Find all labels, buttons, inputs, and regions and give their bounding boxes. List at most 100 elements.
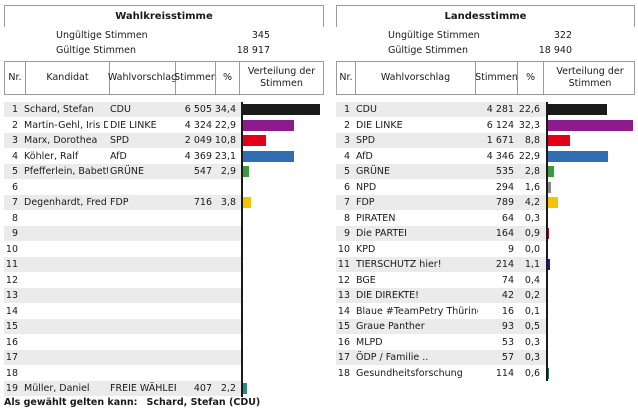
row-percent: 0,9 [524,228,540,239]
table-row: 16 MLPD 53 0,3 [336,335,547,350]
row-percent: 34,4 [214,104,236,115]
row-votes [174,180,212,195]
table-row: 5 Pfefferlein, Babett GRÜNE 547 2,9 [4,164,242,179]
header-verteilung: Verteilung der Stimmen [239,62,323,94]
header-stimmen: Stimmen [174,62,217,94]
vote-share-bar [547,197,559,208]
table-row: 6 NPD 294 1,6 [336,180,547,195]
row-nr: 12 [337,274,350,286]
row-candidate [24,180,108,195]
row-nr: 7 [11,197,18,208]
valid-votes-value: 18 917 [236,45,270,56]
bar-axis [546,102,548,381]
row-votes [174,242,212,257]
table-row: 9 Die PARTEI 164 0,9 [336,226,547,241]
row-percent: 22,6 [518,104,540,115]
row-party: Die PARTEI [356,228,407,239]
row-nr: 5 [11,166,18,177]
row-votes: 2 049 [184,135,212,146]
row-candidate: Schard, Stefan [24,104,94,115]
table-row: 2 DIE LINKE 6 124 32,3 [336,118,547,133]
row-nr: 1 [11,104,18,115]
row-percent [212,273,236,288]
row-percent [212,288,236,303]
elected-note: Als gewählt gelten kann: Schard, Stefan … [4,397,260,408]
row-nr: 13 [337,290,350,301]
table-row: 11 [4,257,242,272]
table-row: 13 [4,288,242,303]
row-votes [174,257,212,272]
row-percent: 8,8 [524,135,540,146]
row-nr: 14 [337,305,350,317]
row-votes: 114 [495,367,514,379]
row-votes: 407 [193,383,212,394]
row-votes: 214 [495,259,514,270]
vote-share-bar [242,104,320,115]
valid-votes-label: Gültige Stimmen [56,45,137,56]
row-votes: 64 [501,212,514,224]
row-percent [212,257,236,272]
row-party: PIRATEN [356,212,396,224]
row-votes: 4 281 [486,104,514,115]
table-header: Nr. Wahlvorschlag Stimmen % Verteilung d… [336,61,635,95]
row-nr: 15 [337,321,350,332]
row-party: CDU [110,104,131,115]
table-row: 3 Marx, Dorothea SPD 2 049 10,8 [4,133,242,148]
row-votes: 9 [507,243,514,255]
row-nr: 14 [5,305,18,317]
row-party: CDU [356,104,377,115]
row-votes: 4 324 [184,119,212,131]
row-votes: 716 [193,197,212,208]
vote-share-bar [547,259,550,270]
row-votes [174,273,212,288]
vote-share-bar [547,104,608,115]
table-row: 15 Graue Panther 93 0,5 [336,319,547,334]
table-row: 4 AfD 4 346 22,9 [336,149,547,164]
row-nr: 10 [5,243,18,255]
row-party: AfD [356,150,373,162]
row-nr: 5 [343,166,350,177]
row-percent: 0,3 [524,352,540,363]
row-votes: 164 [495,228,514,239]
vote-share-bar [242,150,295,162]
vote-share-bar [547,119,633,131]
row-party: FREIE WÄHLER [110,383,176,394]
row-percent [212,211,236,226]
row-votes [174,366,212,381]
row-percent [212,242,236,257]
valid-votes-label: Gültige Stimmen [388,45,469,56]
row-percent: 22,9 [518,150,540,162]
row-nr: 15 [5,321,18,332]
row-percent: 2,9 [220,166,236,177]
row-nr: 8 [11,212,18,224]
table-row: 5 GRÜNE 535 2,8 [336,164,547,179]
elected-candidate: Schard, Stefan (CDU) [146,397,261,408]
row-party [110,288,176,303]
row-nr: 8 [343,212,350,224]
table-row: 15 [4,319,242,334]
row-nr: 16 [5,336,18,348]
row-percent [212,226,236,241]
vote-share-bar [242,197,251,208]
row-party: Gesundheitsforschung [356,367,463,379]
table-row: 17 ÖDP / Familie .. 57 0,3 [336,350,547,365]
row-nr: 6 [343,181,350,193]
row-nr: 17 [337,352,350,363]
vote-share-bar [547,166,555,177]
vote-share-bar [547,150,608,162]
elected-label: Als gewählt gelten kann: [4,397,138,408]
row-votes: 57 [501,352,514,363]
header-percent: % [517,62,543,94]
header-wahlvorschlag: Wahlvorschlag [108,62,177,94]
row-votes: 6 505 [184,104,212,115]
row-votes: 53 [501,336,514,348]
row-votes [174,304,212,319]
row-percent: 23,1 [214,150,236,162]
wahlkreisstimme-panel: Wahlkreisstimme Ungültige Stimmen 345 Gü… [4,5,324,397]
invalid-votes-label: Ungültige Stimmen [388,30,480,41]
row-percent: 0,5 [524,321,540,332]
row-votes [174,319,212,334]
table-row: 19 Müller, Daniel FREIE WÄHLER 407 2,2 [4,381,242,396]
row-party [110,304,176,319]
bar-axis [241,102,243,397]
